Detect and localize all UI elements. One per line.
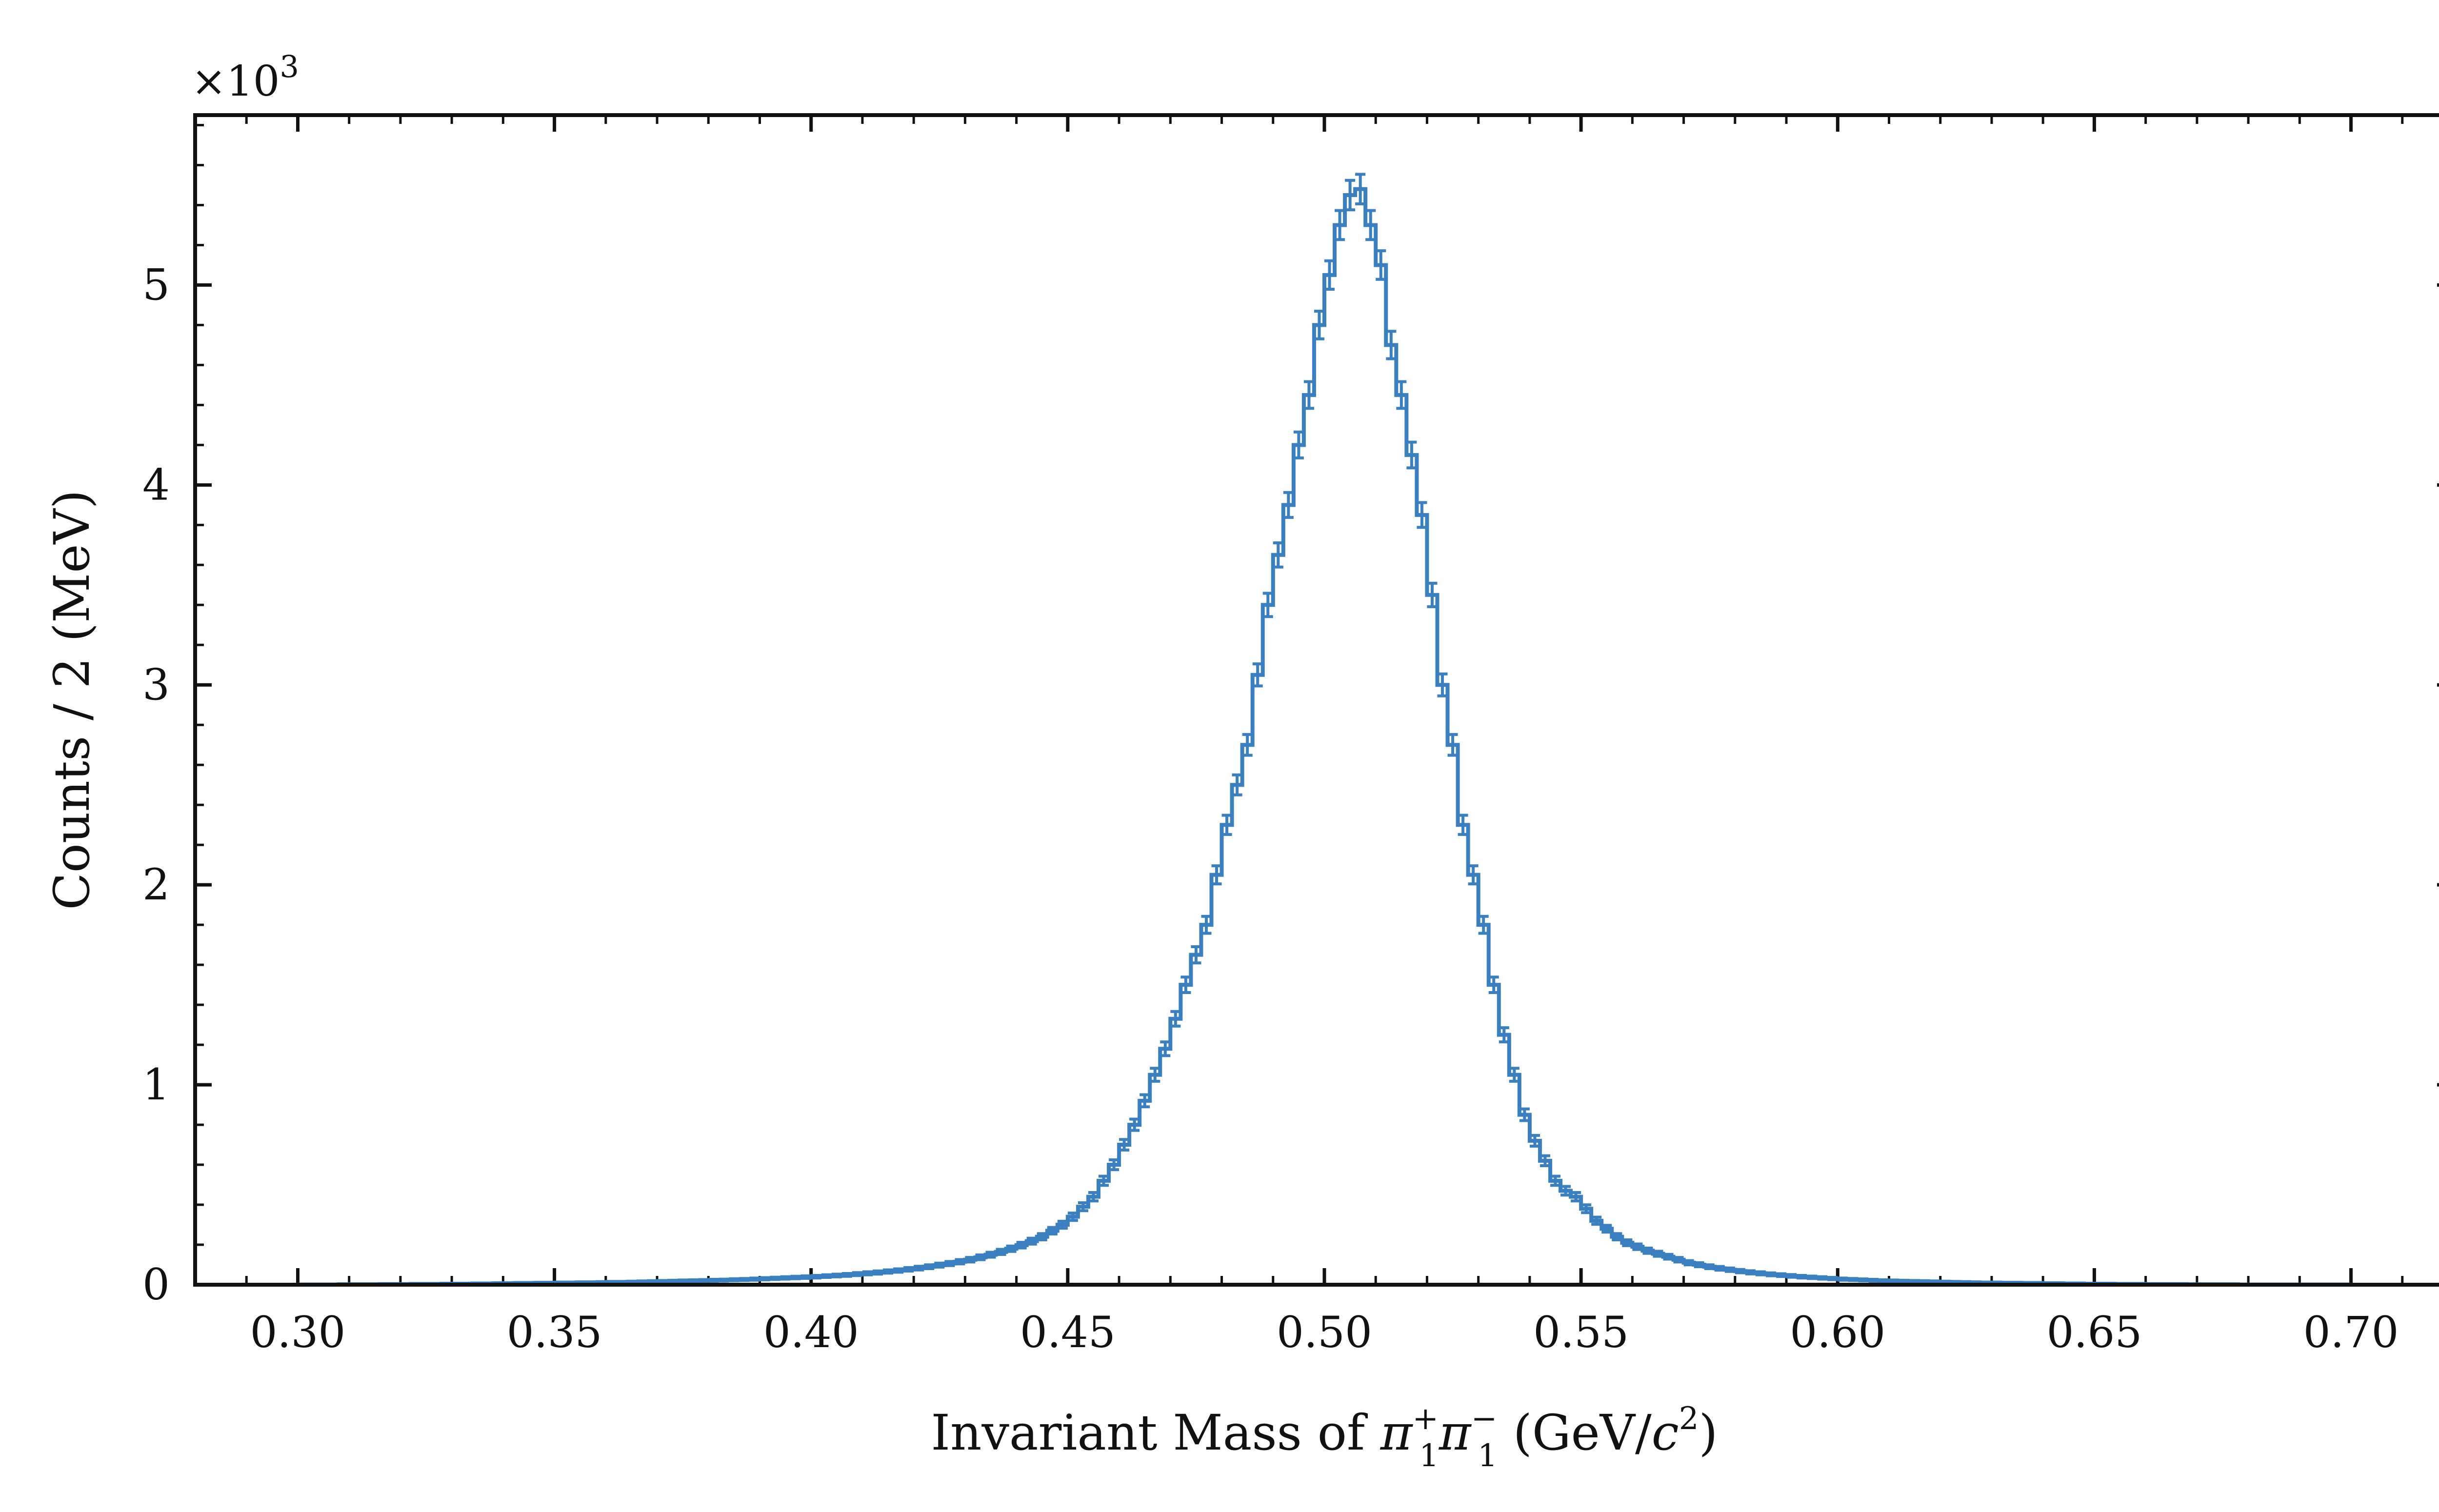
y-axis-title: Counts / 2 (MeV) (43, 490, 100, 910)
pi-plus-index: 1 (1419, 1438, 1439, 1474)
x-tick-label: 0.70 (2303, 1307, 2399, 1357)
y-tick-label: 4 (142, 459, 170, 510)
x-tick-label: 0.35 (507, 1307, 602, 1357)
y-axis-multiplier: ×103 (191, 49, 299, 106)
y-tick-labels: 0 1 2 3 4 5 (142, 259, 170, 1310)
y-tick-label: 2 (142, 859, 170, 910)
pi-plus-symbol: π (1380, 1404, 1414, 1461)
major-ticks (195, 115, 2439, 1287)
y-tick-label: 5 (142, 259, 170, 310)
x-axis-title: Invariant Mass of π+ 1π− 1 (GeV/c2) (931, 1401, 1718, 1474)
x-tick-label: 0.60 (1790, 1307, 1885, 1357)
x-axis-units-close: ) (1699, 1404, 1718, 1461)
y-multiplier-base: ×10 (191, 57, 280, 106)
pi-minus-index: 1 (1478, 1438, 1498, 1474)
plot-frame (193, 113, 2439, 1287)
x-axis-units-open: (GeV/ (1498, 1404, 1652, 1461)
speed-of-light-symbol: c (1652, 1404, 1679, 1461)
x-tick-label: 0.55 (1533, 1307, 1629, 1357)
x-tick-label: 0.45 (1020, 1307, 1116, 1357)
y-tick-label: 1 (142, 1059, 170, 1110)
pi-minus-symbol: π (1439, 1404, 1472, 1461)
pi-minus-charge: − (1471, 1401, 1498, 1437)
x-axis-title-prefix: Invariant Mass of (931, 1404, 1380, 1461)
x-tick-label: 0.30 (250, 1307, 345, 1357)
x-tick-labels: 0.30 0.35 0.40 0.45 0.50 0.55 0.60 0.65 0.70 (250, 1307, 2399, 1357)
c-squared-exponent: 2 (1679, 1401, 1699, 1437)
y-multiplier-exponent: 3 (280, 49, 299, 84)
x-tick-label: 0.65 (2046, 1307, 2142, 1357)
x-tick-label: 0.40 (763, 1307, 859, 1357)
y-tick-label: 0 (142, 1259, 170, 1310)
y-tick-label: 3 (142, 659, 170, 710)
pi-plus-charge: + (1413, 1401, 1439, 1437)
x-tick-label: 0.50 (1277, 1307, 1372, 1357)
